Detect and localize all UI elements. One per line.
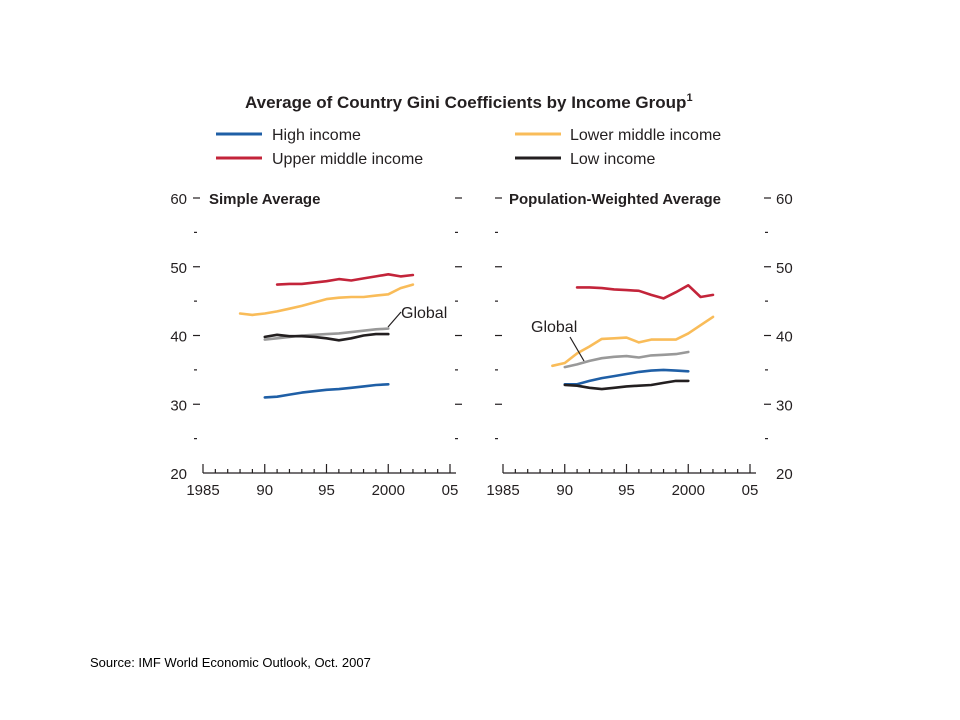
panel-simple-average: Simple Average 1985 90 95 2000 05 20 30 40 50 60 Gl…: [170, 191, 462, 499]
x-tick-label: 90: [256, 482, 273, 499]
x-tick-label: 2000: [372, 482, 405, 499]
series-line-low-income: [563, 379, 690, 391]
y-tick-label: 50: [170, 260, 187, 277]
x-tick-label: 95: [318, 482, 335, 499]
x-tick-label: 1985: [186, 482, 219, 499]
annotation-leader: [569, 336, 585, 362]
y-tick-label: 60: [170, 191, 187, 208]
title-footnote: 1: [686, 92, 692, 104]
x-tick-label: 05: [742, 482, 759, 499]
y-tick-label: 30: [776, 397, 793, 414]
legend: High income Upper middle income Lower mi…: [216, 127, 721, 168]
y-tick-label: 20: [776, 466, 793, 483]
chart-title: Average of Country Gini Coefficients by …: [245, 92, 693, 112]
y-tick-label: 60: [776, 191, 793, 208]
annotation-leader: [387, 311, 402, 328]
x-tick-label: 1985: [486, 482, 519, 499]
series-line-high-income: [563, 368, 690, 386]
x-tick-label: 95: [618, 482, 635, 499]
series-line-upper-middle-income: [275, 272, 415, 286]
y-tick-label: 20: [170, 466, 187, 483]
y-tick-label: 40: [170, 329, 187, 346]
series-line-high-income: [263, 382, 390, 399]
series-line-low-income: [263, 332, 390, 342]
series-line-lower-middle-income: [238, 283, 415, 317]
legend-label-upper-middle-income: Upper middle income: [272, 151, 423, 168]
panel-title: Simple Average: [209, 191, 320, 208]
series-line-upper-middle-income: [575, 283, 715, 300]
legend-label-lower-middle-income: Lower middle income: [570, 127, 721, 144]
series-line-global: [263, 327, 390, 341]
legend-label-low-income: Low income: [570, 151, 655, 168]
panel-title: Population-Weighted Average: [509, 191, 721, 208]
x-tick-label: 2000: [672, 482, 705, 499]
source-note: Source: IMF World Economic Outlook, Oct.…: [90, 655, 371, 670]
annotation-global: Global: [531, 319, 577, 336]
annotation-global: Global: [401, 305, 447, 322]
panel-population-weighted-average: Population-Weighted Average 1985 90 95 2000 0…: [486, 191, 792, 499]
x-tick-label: 05: [442, 482, 459, 499]
x-tick-label: 90: [556, 482, 573, 499]
legend-label-high-income: High income: [272, 127, 361, 144]
y-tick-label: 40: [776, 329, 793, 346]
y-tick-label: 30: [170, 397, 187, 414]
series-line-global: [563, 350, 690, 369]
y-tick-label: 50: [776, 260, 793, 277]
